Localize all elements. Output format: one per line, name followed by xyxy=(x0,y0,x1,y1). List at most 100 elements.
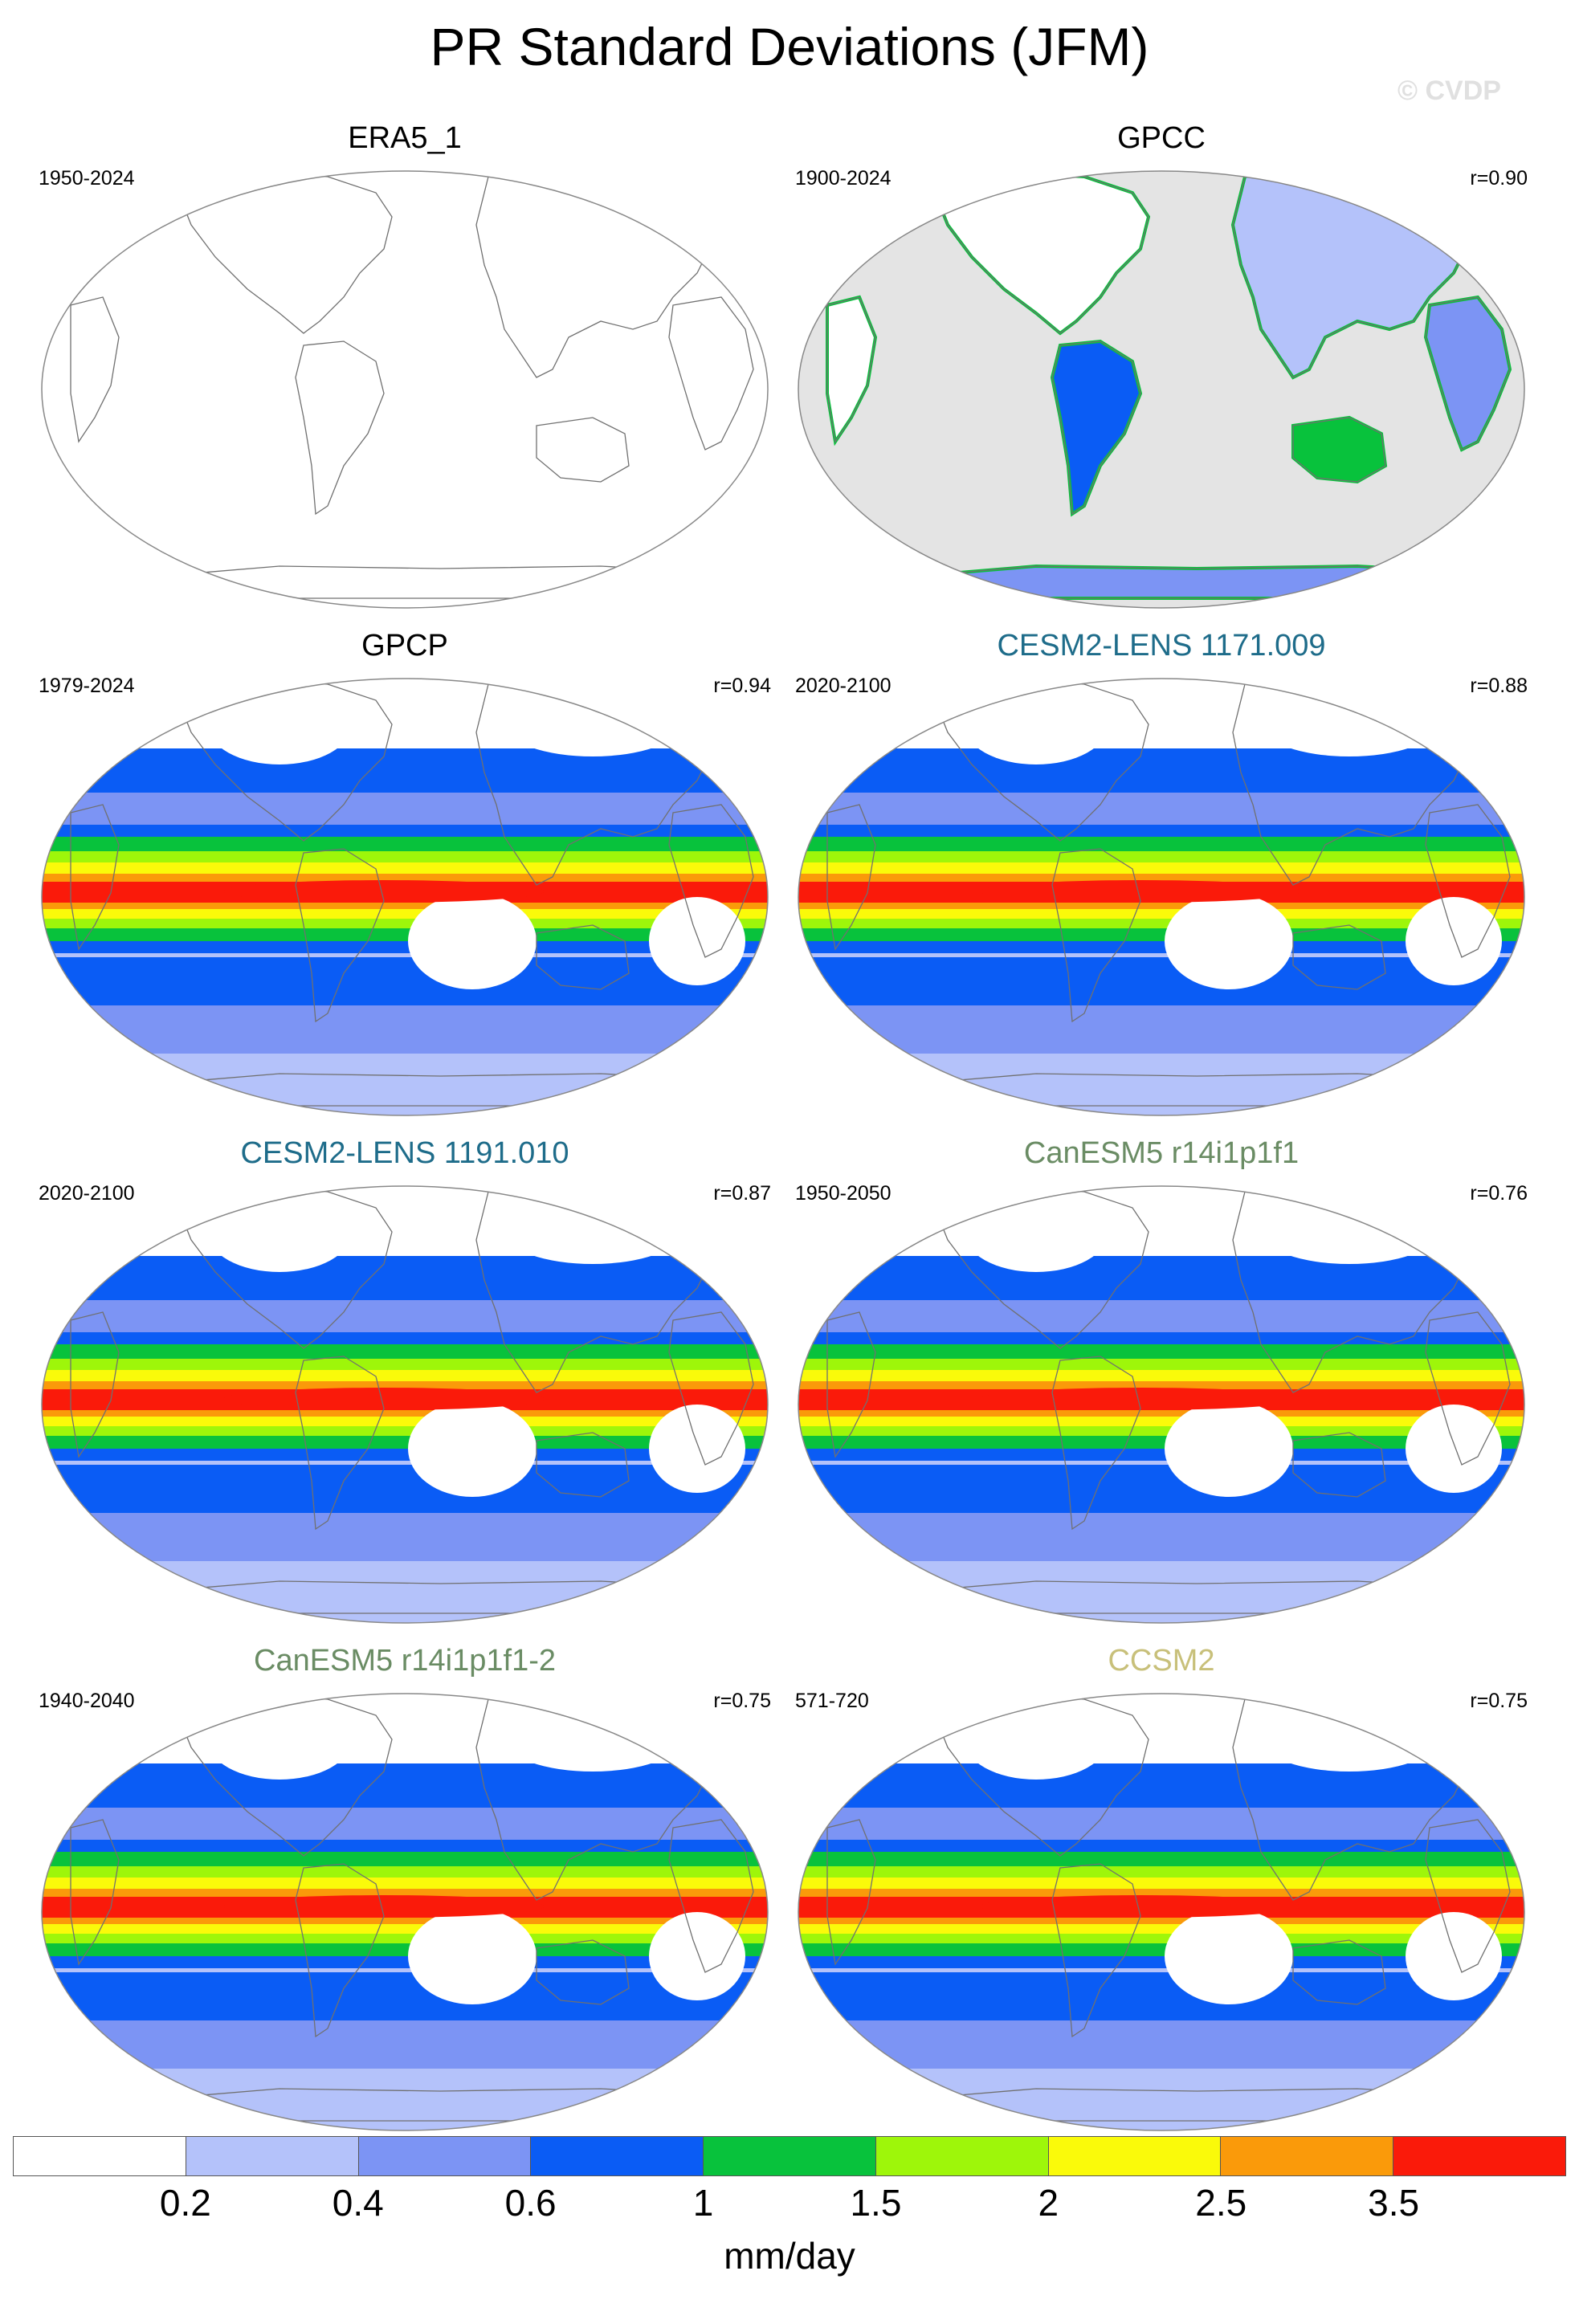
dry-region xyxy=(1165,893,1293,989)
map-panel: CanESM5 r14i1p1f1-2 1940-2040 r=0.75 xyxy=(39,1644,771,2133)
colorbar-tick-label: 2.5 xyxy=(1195,2182,1247,2224)
panel-period: 2020-2100 xyxy=(795,675,892,697)
colorbar-swatch xyxy=(704,2137,876,2175)
wet-core xyxy=(980,1895,1301,1918)
map-plot xyxy=(41,1185,769,1624)
contour-band xyxy=(42,1005,768,1054)
coastline-samerica xyxy=(295,340,385,516)
map-panel: CCSM2 571-720 r=0.75 xyxy=(795,1644,1528,2133)
panel-correlation: r=0.75 xyxy=(713,1690,771,1712)
coastline-africa_w xyxy=(826,296,876,443)
contour-band xyxy=(798,1465,1524,1513)
contour-band xyxy=(42,957,768,1005)
coastline-africa_w xyxy=(826,1819,876,1966)
dry-region xyxy=(504,692,681,756)
map-panel: GPCP 1979-2024 r=0.94 xyxy=(39,629,771,1118)
panel-period: 571-720 xyxy=(795,1690,869,1712)
map-panel: CESM2-LENS 1191.010 2020-2100 r=0.87 xyxy=(39,1136,771,1625)
land-fill-antarctica xyxy=(871,564,1504,600)
contour-band xyxy=(42,1513,768,1561)
dry-region xyxy=(1261,1707,1438,1772)
coastline-africa xyxy=(1425,296,1511,451)
contour-band xyxy=(42,748,768,797)
coastline-namerica xyxy=(931,679,1149,842)
dry-region xyxy=(1261,692,1438,756)
contour-band xyxy=(798,2020,1524,2069)
contour-band xyxy=(798,1694,1524,1772)
map-plot xyxy=(41,170,769,609)
contour-band xyxy=(42,1972,768,2020)
panel-period: 1940-2040 xyxy=(39,1690,135,1712)
coastline-samerica xyxy=(1051,1356,1141,1531)
coastline-australia xyxy=(1292,924,1386,990)
panel-period: 1900-2024 xyxy=(795,167,892,190)
contour-band xyxy=(798,1513,1524,1561)
coastline-australia xyxy=(1292,417,1386,483)
wet-core xyxy=(980,880,1301,903)
colorbar-tick-label: 2 xyxy=(1038,2182,1059,2224)
coastline-africa xyxy=(668,1819,754,1973)
wet-core xyxy=(223,1895,545,1918)
colorbar-swatch xyxy=(531,2137,704,2175)
map-panel: CESM2-LENS 1171.009 2020-2100 r=0.88 xyxy=(795,629,1528,1118)
map-plot xyxy=(41,1693,769,2131)
contour-band xyxy=(798,957,1524,1005)
dry-region xyxy=(504,1707,681,1772)
dry-region xyxy=(1406,1405,1502,1493)
coastline-australia xyxy=(536,1939,630,2005)
dry-region xyxy=(964,1699,1108,1780)
contour-band xyxy=(42,679,768,756)
map-frame xyxy=(41,678,769,1116)
coastline-samerica xyxy=(295,1356,385,1531)
colorbar-swatch xyxy=(1221,2137,1394,2175)
colorbar xyxy=(13,2136,1566,2176)
coastline-australia xyxy=(536,924,630,990)
map-frame xyxy=(41,1693,769,2131)
coastline-samerica xyxy=(1051,1863,1141,2038)
dry-region xyxy=(1261,1200,1438,1264)
contour-band xyxy=(798,1186,1524,1264)
colorbar-tick-label: 0.6 xyxy=(504,2182,557,2224)
coastline-namerica xyxy=(174,172,393,334)
contour-band xyxy=(42,1763,768,1812)
coastline-australia xyxy=(536,1432,630,1498)
map-frame xyxy=(798,170,1525,609)
dry-region xyxy=(1165,1908,1293,2004)
colorbar-labels: 0.2 0.4 0.6 1 1.5 2 2.5 3.5 xyxy=(13,2181,1566,2229)
dry-region xyxy=(408,893,537,989)
dry-region xyxy=(649,897,745,985)
map-panel: CanESM5 r14i1p1f1 1950-2050 r=0.76 xyxy=(795,1136,1528,1625)
panel-correlation: r=0.76 xyxy=(1470,1182,1528,1205)
dry-region xyxy=(964,1192,1108,1272)
panel-period: 1950-2050 xyxy=(795,1182,892,1205)
dry-region xyxy=(408,1908,537,2004)
panel-correlation: r=0.90 xyxy=(1470,167,1528,190)
coastline-australia xyxy=(536,417,630,483)
panel-period: 1950-2024 xyxy=(39,167,135,190)
dry-region xyxy=(649,1912,745,2000)
colorbar-tick-label: 0.4 xyxy=(332,2182,384,2224)
map-plot xyxy=(798,170,1525,609)
coastline-africa_w xyxy=(70,1311,120,1458)
contour-band xyxy=(798,1763,1524,1812)
panel-title: CESM2-LENS 1191.010 xyxy=(240,1136,569,1170)
panel-title: ERA5_1 xyxy=(348,121,462,155)
panel-title: CCSM2 xyxy=(1108,1644,1215,1678)
contour-band xyxy=(798,679,1524,756)
coastline-namerica xyxy=(174,1694,393,1857)
coastline-namerica xyxy=(931,1694,1149,1857)
colorbar-swatch xyxy=(186,2137,359,2175)
contour-band xyxy=(42,1694,768,1772)
coastline-africa xyxy=(668,804,754,958)
coastline-africa xyxy=(1425,1311,1511,1466)
panel-period: 2020-2100 xyxy=(39,1182,135,1205)
wet-core xyxy=(980,1388,1301,1410)
coastline-africa xyxy=(1425,804,1511,958)
panel-correlation: r=0.75 xyxy=(1470,1690,1528,1712)
contour-band xyxy=(798,1972,1524,2020)
coastline-namerica xyxy=(174,679,393,842)
coastline-africa_w xyxy=(826,1311,876,1458)
panel-correlation: r=0.87 xyxy=(713,1182,771,1205)
panel-correlation: r=0.88 xyxy=(1470,675,1528,697)
contour-band xyxy=(798,748,1524,797)
